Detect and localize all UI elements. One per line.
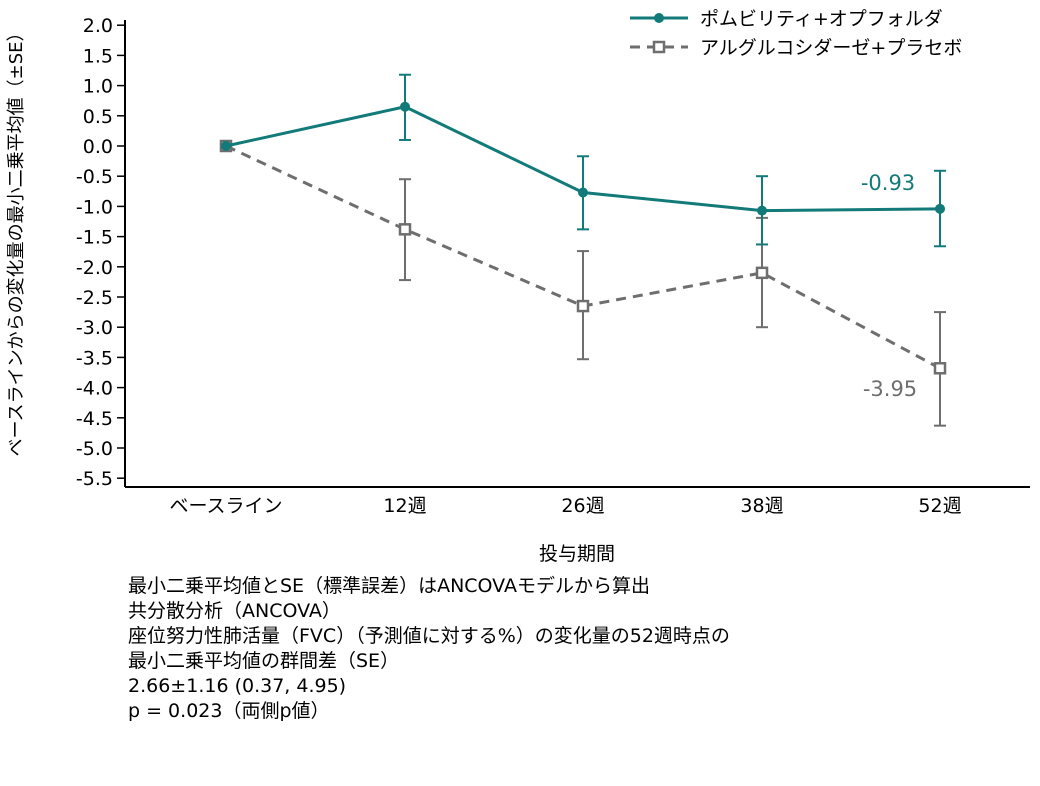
legend-marker <box>654 13 664 23</box>
y-tick-label: -1.5 <box>76 227 113 249</box>
data-point <box>578 187 588 198</box>
x-tick-label: 52週 <box>918 495 961 517</box>
x-axis-label: 投与期間 <box>539 543 615 565</box>
line-chart: 2.0 1.5 1.0 0.5 0.0 -0.5 -1.0 -1.5 -2.0 -2.5 -3.0 -… <box>6 8 1030 565</box>
y-tick-label: 0.5 <box>83 106 113 128</box>
y-tick-label: -5.0 <box>76 438 113 460</box>
data-point <box>221 141 231 151</box>
y-tick-label: -3.0 <box>76 317 113 339</box>
data-point <box>400 101 410 112</box>
y-tick-label: 2.0 <box>83 15 113 37</box>
data-point <box>933 362 947 375</box>
data-label: -3.95 <box>863 377 917 401</box>
data-point <box>398 223 412 236</box>
y-tick-label: 1.0 <box>83 76 113 98</box>
y-tick-label: -5.5 <box>76 468 113 490</box>
x-tick-label: ベースライン <box>169 495 282 517</box>
data-label: -0.93 <box>861 171 915 195</box>
y-tick-label: 0.0 <box>83 136 113 158</box>
y-tick-label: -4.5 <box>76 408 113 430</box>
y-tick-label: -0.5 <box>76 166 113 188</box>
footnote-line: 共分散分析（ANCOVA） <box>128 600 341 622</box>
footnotes: 最小二乗平均値とSE（標準誤差）はANCOVAモデルから算出 共分散分析（ANC… <box>128 574 730 724</box>
y-axis-label: ベースラインからの変化量の最小二乗平均値（±SE） <box>6 24 27 457</box>
data-point <box>576 299 590 313</box>
data-point <box>755 266 769 280</box>
series-0 <box>221 73 946 248</box>
footnote-line: 2.66±1.16 (0.37, 4.95) <box>128 675 347 697</box>
legend-marker <box>652 40 666 54</box>
y-tick-label: -3.5 <box>76 347 113 369</box>
footnote-line: p = 0.023（両側p値） <box>128 700 330 722</box>
y-tick-label: -1.0 <box>76 196 113 218</box>
x-tick-label: 12週 <box>383 495 426 517</box>
x-tick-label: 26週 <box>561 495 604 517</box>
footnote-line: 座位努力性肺活量（FVC）（予測値に対する%）の変化量の52週時点の <box>128 625 730 647</box>
data-point <box>757 205 767 216</box>
y-tick-label: -2.5 <box>76 287 113 309</box>
footnote-line: 最小二乗平均値の群間差（SE） <box>128 650 400 672</box>
x-tick-label: 38週 <box>740 495 783 517</box>
y-tick-label: -2.0 <box>76 257 113 279</box>
y-tick-label: -4.0 <box>76 378 113 400</box>
legend-label: アルグルコシダーゼ+プラセボ <box>700 37 962 59</box>
y-tick-label: 1.5 <box>83 45 113 67</box>
data-point <box>935 203 945 214</box>
legend-label: ポムビリティ+オプフォルダ <box>700 8 943 30</box>
footnote-line: 最小二乗平均値とSE（標準誤差）はANCOVAモデルから算出 <box>128 575 650 597</box>
